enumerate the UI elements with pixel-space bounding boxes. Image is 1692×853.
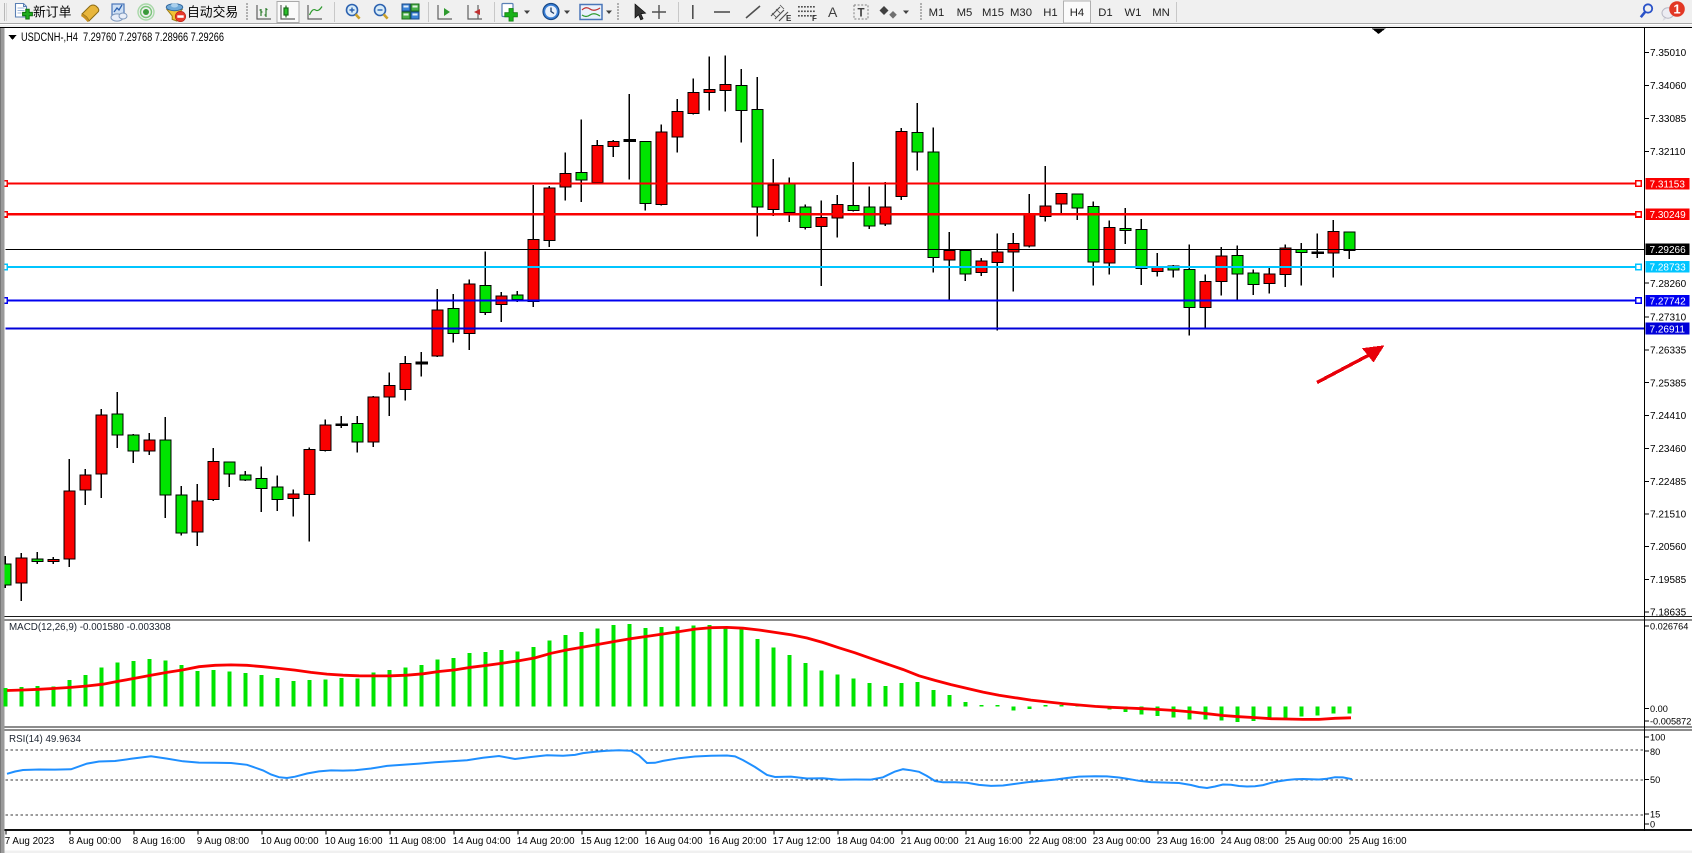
svg-text:16 Aug 04:00: 16 Aug 04:00 (645, 836, 703, 847)
svg-text:MN: MN (1152, 7, 1170, 19)
svg-text:H4: H4 (1070, 7, 1084, 19)
svg-text:A: A (828, 4, 838, 20)
svg-text:7.24410: 7.24410 (1650, 411, 1687, 422)
svg-text:0.00: 0.00 (1650, 704, 1668, 714)
svg-text:E: E (786, 14, 792, 23)
svg-text:7.26335: 7.26335 (1650, 346, 1687, 357)
svg-text:22 Aug 08:00: 22 Aug 08:00 (1029, 836, 1087, 847)
svg-text:7.19585: 7.19585 (1650, 575, 1687, 586)
svg-text:RSI(14) 49.9634: RSI(14) 49.9634 (9, 734, 81, 745)
svg-text:24 Aug 08:00: 24 Aug 08:00 (1221, 836, 1279, 847)
svg-text:21 Aug 16:00: 21 Aug 16:00 (965, 836, 1023, 847)
svg-text:自动交易: 自动交易 (187, 5, 238, 20)
svg-text:25 Aug 00:00: 25 Aug 00:00 (1285, 836, 1343, 847)
svg-text:7.33085: 7.33085 (1650, 114, 1687, 125)
svg-text:7.26911: 7.26911 (1650, 324, 1686, 335)
svg-text:7.30249: 7.30249 (1650, 210, 1687, 221)
svg-text:11 Aug 08:00: 11 Aug 08:00 (389, 836, 447, 847)
svg-text:7.25385: 7.25385 (1650, 378, 1687, 389)
svg-text:D1: D1 (1098, 7, 1112, 19)
svg-text:M1: M1 (929, 7, 945, 19)
svg-text:7.28733: 7.28733 (1650, 263, 1687, 274)
svg-text:10 Aug 00:00: 10 Aug 00:00 (261, 836, 319, 847)
svg-text:17 Aug 12:00: 17 Aug 12:00 (773, 836, 831, 847)
svg-text:25 Aug 16:00: 25 Aug 16:00 (1349, 836, 1407, 847)
svg-text:16 Aug 20:00: 16 Aug 20:00 (709, 836, 767, 847)
svg-text:100: 100 (1650, 733, 1665, 743)
svg-text:7.27310: 7.27310 (1650, 313, 1687, 324)
svg-text:1: 1 (1673, 2, 1680, 17)
svg-text:14 Aug 20:00: 14 Aug 20:00 (517, 836, 575, 847)
svg-text:7.32110: 7.32110 (1650, 147, 1686, 158)
svg-text:10 Aug 16:00: 10 Aug 16:00 (325, 836, 383, 847)
svg-text:7.28260: 7.28260 (1650, 279, 1687, 290)
svg-text:新订单: 新订单 (33, 5, 72, 20)
svg-text:USDCNH-,H4 7.29760 7.29768 7.: USDCNH-,H4 7.29760 7.29768 7.28966 7.292… (21, 32, 224, 44)
svg-text:7.35010: 7.35010 (1650, 48, 1687, 59)
svg-text:0.026764: 0.026764 (1650, 622, 1688, 632)
svg-text:15 Aug 12:00: 15 Aug 12:00 (581, 836, 639, 847)
svg-text:H1: H1 (1043, 7, 1057, 19)
svg-text:80: 80 (1650, 747, 1660, 757)
svg-text:14 Aug 04:00: 14 Aug 04:00 (453, 836, 511, 847)
svg-text:MACD(12,26,9) -0.001580 -0.003: MACD(12,26,9) -0.001580 -0.003308 (9, 622, 171, 633)
svg-text:18 Aug 04:00: 18 Aug 04:00 (837, 836, 895, 847)
svg-text:W1: W1 (1125, 7, 1142, 19)
svg-text:23 Aug 16:00: 23 Aug 16:00 (1157, 836, 1215, 847)
svg-text:8 Aug 16:00: 8 Aug 16:00 (133, 836, 186, 847)
svg-text:7.23460: 7.23460 (1650, 444, 1687, 455)
svg-text:M5: M5 (957, 7, 973, 19)
svg-text:7.21510: 7.21510 (1650, 510, 1687, 521)
svg-text:T: T (858, 8, 865, 20)
svg-text:7.27742: 7.27742 (1650, 296, 1687, 307)
svg-text:M15: M15 (982, 7, 1004, 19)
svg-text:21 Aug 00:00: 21 Aug 00:00 (901, 836, 959, 847)
svg-text:7.22485: 7.22485 (1650, 477, 1687, 488)
svg-text:7.34060: 7.34060 (1650, 81, 1687, 92)
svg-text:7.18635: 7.18635 (1650, 608, 1687, 619)
svg-text:7.31153: 7.31153 (1650, 179, 1686, 190)
svg-text:F: F (812, 14, 817, 23)
svg-text:7.29266: 7.29266 (1650, 245, 1687, 256)
svg-text:0: 0 (1650, 820, 1655, 830)
svg-text:23 Aug 00:00: 23 Aug 00:00 (1093, 836, 1151, 847)
svg-text:9 Aug 08:00: 9 Aug 08:00 (197, 836, 250, 847)
svg-text:50: 50 (1650, 775, 1660, 785)
svg-text:7.20560: 7.20560 (1650, 542, 1687, 553)
svg-text:M30: M30 (1010, 7, 1032, 19)
svg-text:8 Aug 00:00: 8 Aug 00:00 (69, 836, 122, 847)
svg-text:7 Aug 2023: 7 Aug 2023 (5, 836, 55, 847)
svg-text:15: 15 (1650, 810, 1660, 820)
svg-text:-0.005872: -0.005872 (1650, 717, 1691, 727)
